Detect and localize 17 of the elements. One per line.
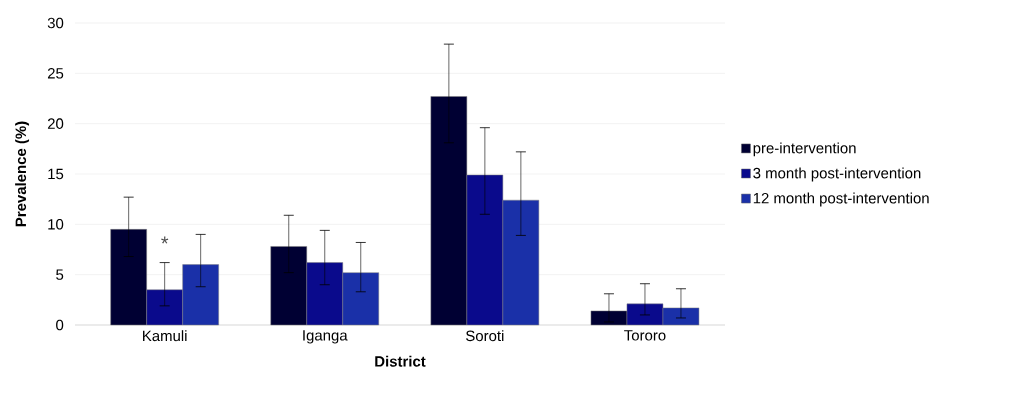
- y-axis-title: Prevalence (%): [15, 121, 30, 227]
- x-tick-label: Iganga: [303, 330, 348, 344]
- y-tick-label: 25: [47, 68, 64, 79]
- legend-label: 3 month post-intervention: [753, 167, 921, 182]
- y-tick-label: 5: [56, 269, 64, 280]
- y-tick-label: 10: [48, 219, 64, 230]
- y-tick-label: 20: [47, 118, 64, 129]
- y-tick-label: 15: [48, 168, 64, 180]
- x-tick-label: Kamuli: [143, 330, 187, 342]
- legend-label: 12 month post-intervention: [753, 192, 929, 207]
- y-tick-label: 30: [47, 17, 64, 29]
- x-axis-title: District: [375, 355, 426, 367]
- annotation: *: [161, 236, 169, 244]
- y-tick-label: 0: [56, 319, 64, 331]
- x-tick-label: Tororo: [624, 330, 666, 341]
- x-tick-label: Soroti: [466, 330, 504, 342]
- legend-label: pre-intervention: [753, 142, 856, 157]
